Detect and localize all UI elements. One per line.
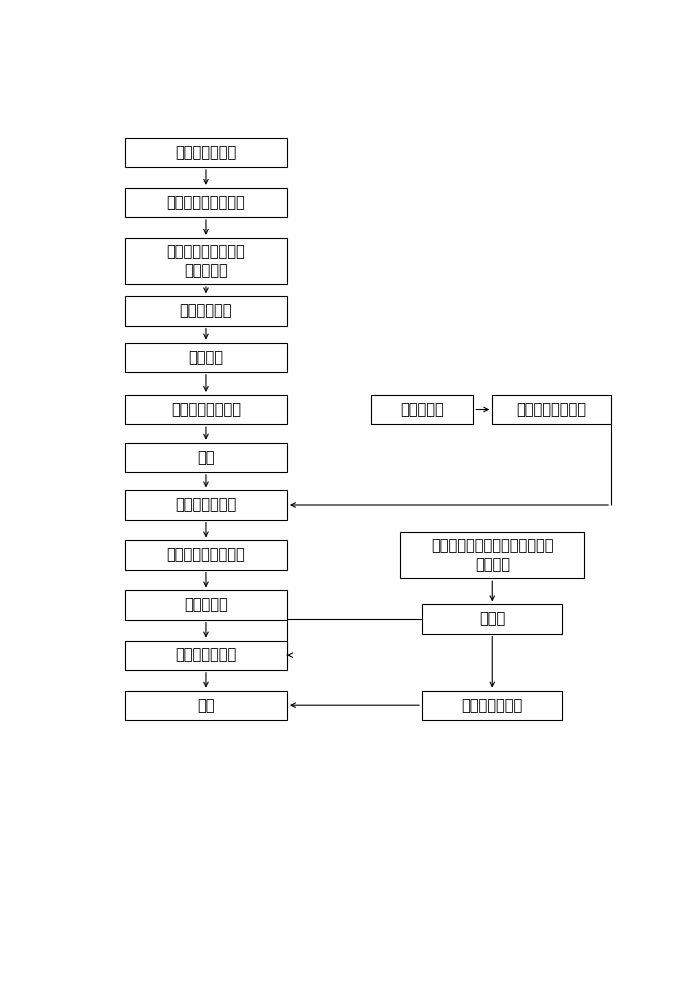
Bar (125, 641, 287, 670)
Text: 注浆管制作及安装: 注浆管制作及安装 (516, 402, 587, 417)
Text: 注浆管上部球阀、三通阀安装及
管线布置: 注浆管上部球阀、三通阀安装及 管线布置 (431, 538, 553, 572)
Text: 测量放线及埋设桩位: 测量放线及埋设桩位 (167, 195, 245, 210)
Text: 混凝土浇筑: 混凝土浇筑 (184, 598, 228, 613)
Text: 注浆泵: 注浆泵 (479, 611, 505, 626)
Bar (125, 490, 287, 520)
Text: 安装混凝土浇筑导管: 安装混凝土浇筑导管 (167, 548, 245, 563)
Bar (422, 604, 562, 634)
Text: 复核桩中心线: 复核桩中心线 (180, 303, 232, 318)
Bar (125, 540, 287, 570)
Text: 清理及平整场地: 清理及平整场地 (176, 145, 236, 160)
Text: 钢筋笼吊装就位: 钢筋笼吊装就位 (176, 497, 236, 512)
Bar (371, 395, 473, 424)
Bar (125, 138, 287, 167)
Bar (492, 395, 611, 424)
Bar (401, 532, 584, 578)
Text: 清水劈通注浆管: 清水劈通注浆管 (176, 648, 236, 663)
Bar (125, 188, 287, 217)
Bar (125, 691, 287, 720)
Bar (125, 238, 287, 284)
Bar (422, 691, 562, 720)
Text: 注浆: 注浆 (197, 698, 215, 713)
Bar (125, 395, 287, 424)
Text: 持力层及成孔检查: 持力层及成孔检查 (171, 402, 241, 417)
Bar (125, 296, 287, 326)
Text: 钻机就位钻进表层并
埋设钢护筒: 钻机就位钻进表层并 埋设钢护筒 (167, 244, 245, 278)
Text: 钢筋笼制作: 钢筋笼制作 (400, 402, 444, 417)
Bar (125, 443, 287, 472)
Text: 清孔: 清孔 (197, 450, 215, 465)
Text: 桩孔钻进: 桩孔钻进 (188, 350, 224, 365)
Text: 搅拌机安装就位: 搅拌机安装就位 (461, 698, 523, 713)
Bar (125, 590, 287, 620)
Bar (125, 343, 287, 372)
